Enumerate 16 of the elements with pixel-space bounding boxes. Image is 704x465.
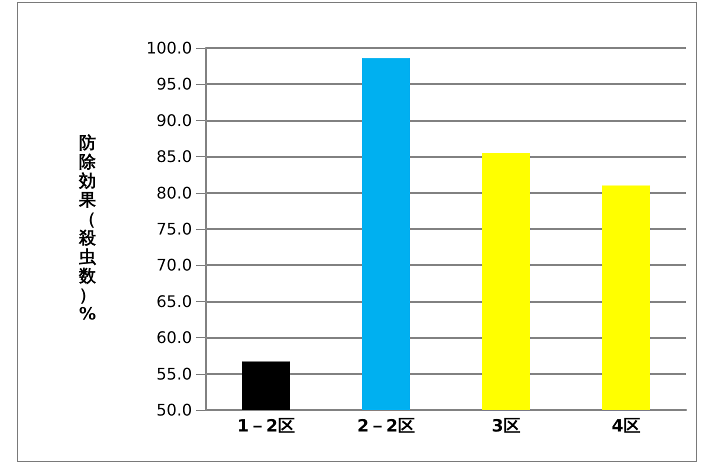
y-tick-label: 100.0 [146,38,192,58]
y-tick-label: 50.0 [156,400,192,420]
y-tick-label: 65.0 [156,292,192,311]
x-tick-label: 2－2区 [357,416,415,436]
y-tick-label: 55.0 [156,364,192,384]
text: 防除効果（殺虫数）% [78,134,96,324]
y-tick-label: 95.0 [156,74,192,94]
y-tick-label: 60.0 [156,328,192,348]
x-tick-label: 4区 [612,416,640,436]
y-tick-label: 75.0 [156,220,192,238]
x-tick-label: 3区 [492,416,520,436]
y-tick-label: 70.0 [156,256,192,275]
y-tick-label: 90.0 [156,110,192,130]
x-tick-label: 1－2区 [237,416,295,436]
y-tick-label: 85.0 [156,147,192,166]
y-tick-label: 80.0 [156,183,192,202]
